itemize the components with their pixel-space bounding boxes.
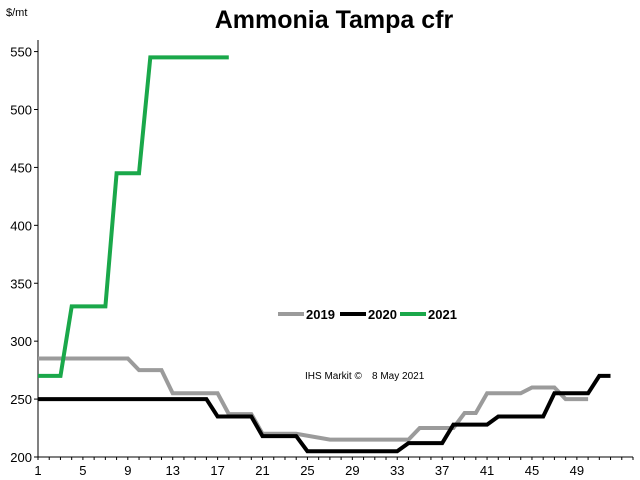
x-tick-label: 45 — [525, 463, 539, 478]
source-annotation: IHS Markit © — [305, 371, 362, 382]
x-tick-label: 5 — [79, 463, 86, 478]
x-tick-label: 29 — [345, 463, 359, 478]
x-tick-label: 49 — [570, 463, 584, 478]
x-tick-label: 25 — [300, 463, 314, 478]
series-lines — [38, 55, 611, 454]
series-line-2020 — [38, 373, 611, 454]
x-tick-label: 33 — [390, 463, 404, 478]
legend-label-2021: 2021 — [428, 307, 457, 322]
y-axis-unit-label: $/mt — [6, 7, 27, 19]
x-tick-label: 21 — [255, 463, 269, 478]
y-tick-label: 450 — [10, 160, 32, 175]
x-tick-label: 1 — [34, 463, 41, 478]
axes: 200 250 300 350 400 450 500 550 1 5 9 13 17 21 25 29 33 3… — [10, 40, 634, 478]
chart-title: Ammonia Tampa cfr — [215, 6, 454, 34]
date-annotation: 8 May 2021 — [372, 371, 425, 382]
y-tick-label: 350 — [10, 276, 32, 291]
y-tick-label: 300 — [10, 334, 32, 349]
x-tick-label: 17 — [210, 463, 224, 478]
legend-label-2020: 2020 — [368, 307, 397, 322]
x-tick-label: 13 — [165, 463, 179, 478]
series-line-2019 — [38, 356, 589, 442]
x-tick-label: 9 — [124, 463, 131, 478]
legend-label-2019: 2019 — [306, 307, 335, 322]
series-line-2021 — [38, 55, 229, 378]
legend: 2019 2020 2021 — [278, 307, 457, 322]
y-tick-label: 550 — [10, 45, 32, 60]
y-tick-label: 400 — [10, 218, 32, 233]
y-tick-label: 500 — [10, 103, 32, 118]
y-tick-label: 200 — [10, 450, 32, 465]
y-tick-label: 250 — [10, 392, 32, 407]
x-tick-label: 41 — [480, 463, 494, 478]
x-tick-label: 37 — [435, 463, 449, 478]
